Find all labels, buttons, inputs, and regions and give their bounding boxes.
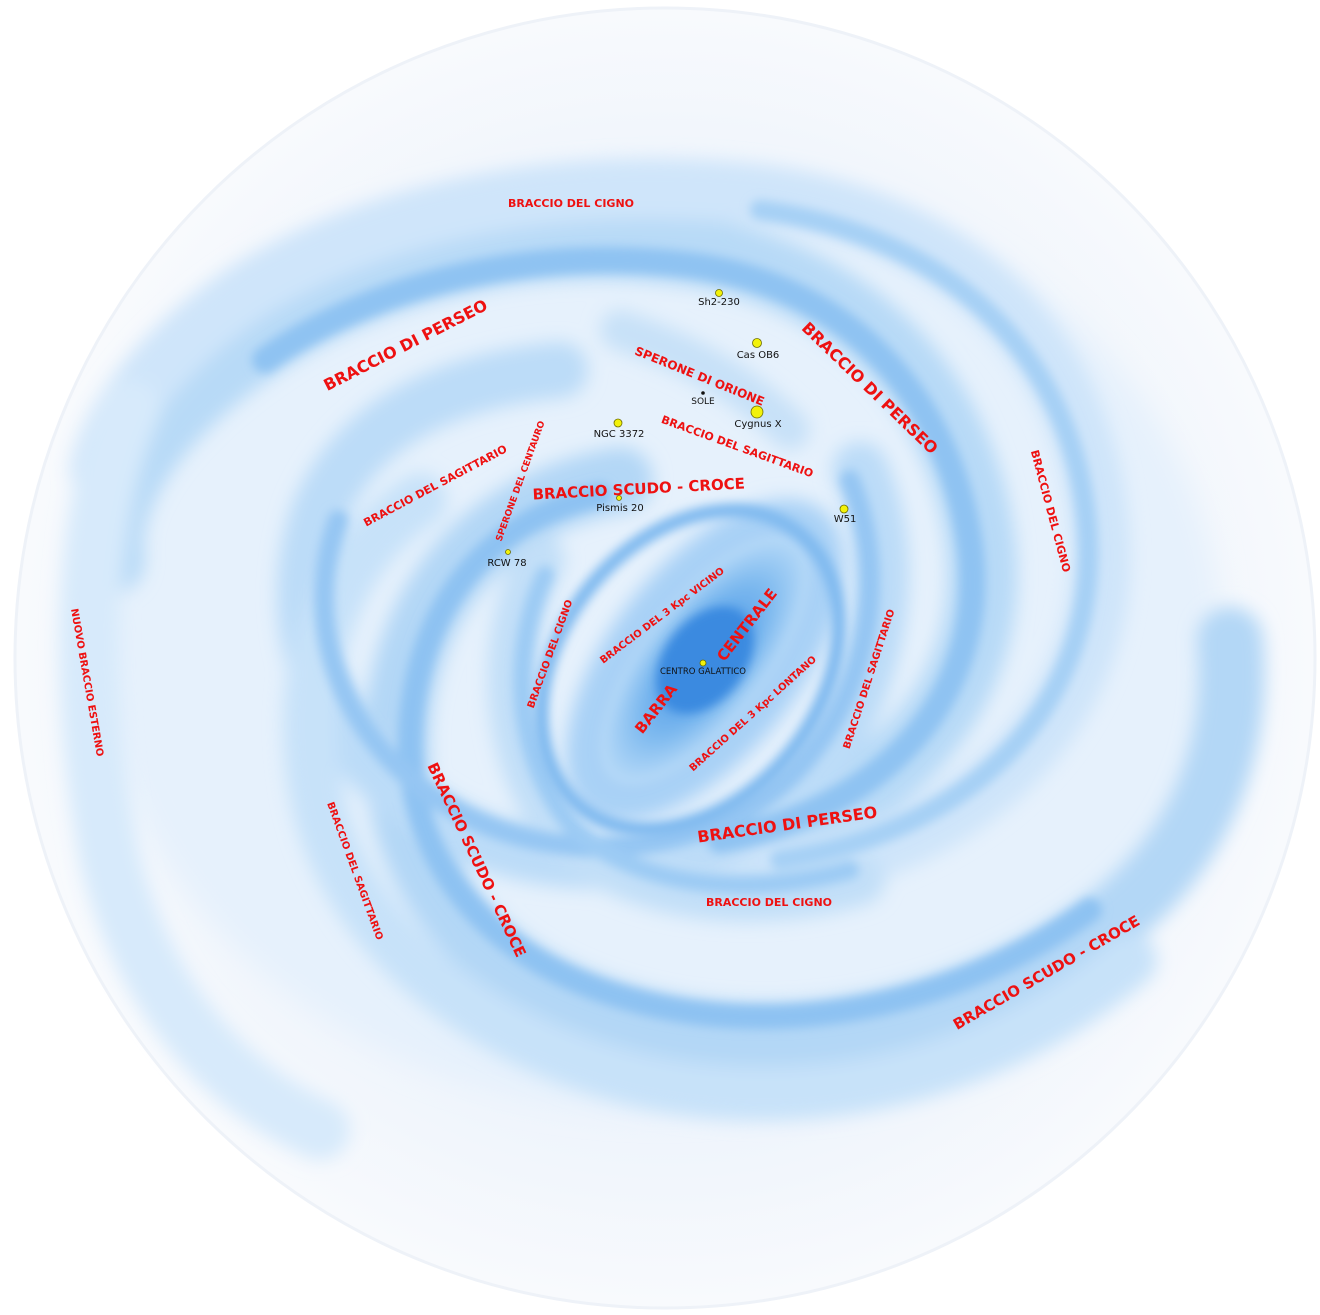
cygnus-arm-core [750,200,1099,870]
label-cigno-top: BRACCIO DEL CIGNO [508,197,634,210]
cygnus-arm-outer [70,159,1131,910]
marker-cas-ob6 [752,338,762,348]
marker-sh2-230 [715,289,723,297]
obj-pismis-20: Pismis 20 [596,503,643,514]
marker-centro-galattico [699,659,707,667]
obj-sole: SOLE [691,397,715,407]
marker-sole [701,391,705,395]
label-cigno-bottom: BRACCIO DEL CIGNO [706,896,832,909]
sagittarius-arm-core [314,470,880,857]
bulge [656,606,754,714]
cygnus-inner-core [513,566,859,894]
marker-rcw-78 [505,549,511,555]
obj-cas-ob6: Cas OB6 [737,350,780,361]
marker-w51 [839,504,849,514]
near-3kpc-arm [534,503,846,837]
marker-pismis-20 [616,495,622,501]
obj-sh2-230: Sh2-230 [698,297,740,308]
obj-cygnus-x: Cygnus X [734,419,781,430]
obj-ngc-3372: NGC 3372 [594,429,645,440]
obj-centro-galattico: CENTRO GALATTICO [660,667,746,677]
orion-spur [600,310,810,450]
marker-ngc-3372 [613,418,623,428]
central-bar [534,499,846,837]
spiral-arm-cores [252,200,1102,1030]
obj-rcw-78: RCW 78 [487,558,526,569]
objects: Sh2-230 Cas OB6 SOLE Cygnus X NGC 3372 P… [487,289,857,677]
new-outer-arm [59,380,350,1160]
scutum-crux-arm-core [398,483,1102,1030]
obj-w51: W51 [834,514,857,525]
perseus-arm-core [252,246,986,853]
marker-cygnus-x [750,405,764,419]
